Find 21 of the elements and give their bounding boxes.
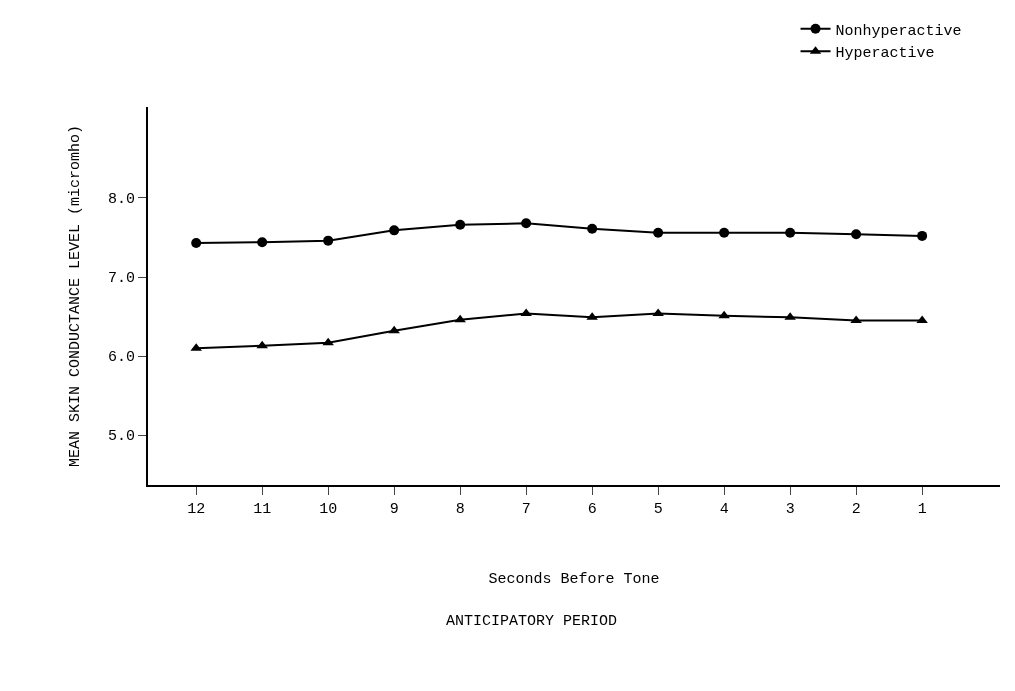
x-axis-title: Seconds Before Tone <box>488 570 660 588</box>
x-tick-label: 9 <box>389 501 399 518</box>
x-tick-label: 11 <box>253 501 272 518</box>
x-tick-label: 7 <box>521 501 531 518</box>
x-tick-label: 4 <box>719 501 729 518</box>
y-tick-label: 6.0 <box>107 349 135 367</box>
x-tick-label: 6 <box>587 501 597 518</box>
x-tick-label: 5 <box>653 501 663 518</box>
x-tick-label: 8 <box>455 501 465 518</box>
y-tick-label: 8.0 <box>107 191 135 209</box>
x-tick-label: 12 <box>187 501 206 518</box>
x-tick-label: 10 <box>319 501 338 518</box>
x-tick-label: 2 <box>851 501 861 518</box>
x-tick-label: 1 <box>917 501 927 518</box>
legend-label: Nonhyperactive <box>835 22 962 40</box>
y-tick-label: 5.0 <box>107 428 135 446</box>
legend-label: Hyperactive <box>835 45 935 63</box>
x-tick-label: 3 <box>785 501 795 518</box>
y-tick-label: 7.0 <box>107 270 135 288</box>
y-axis-title: MEAN SKIN CONDUCTANCE LEVEL (micromho) <box>66 124 84 468</box>
text: ANTICIPATORY PERIOD <box>446 613 618 630</box>
